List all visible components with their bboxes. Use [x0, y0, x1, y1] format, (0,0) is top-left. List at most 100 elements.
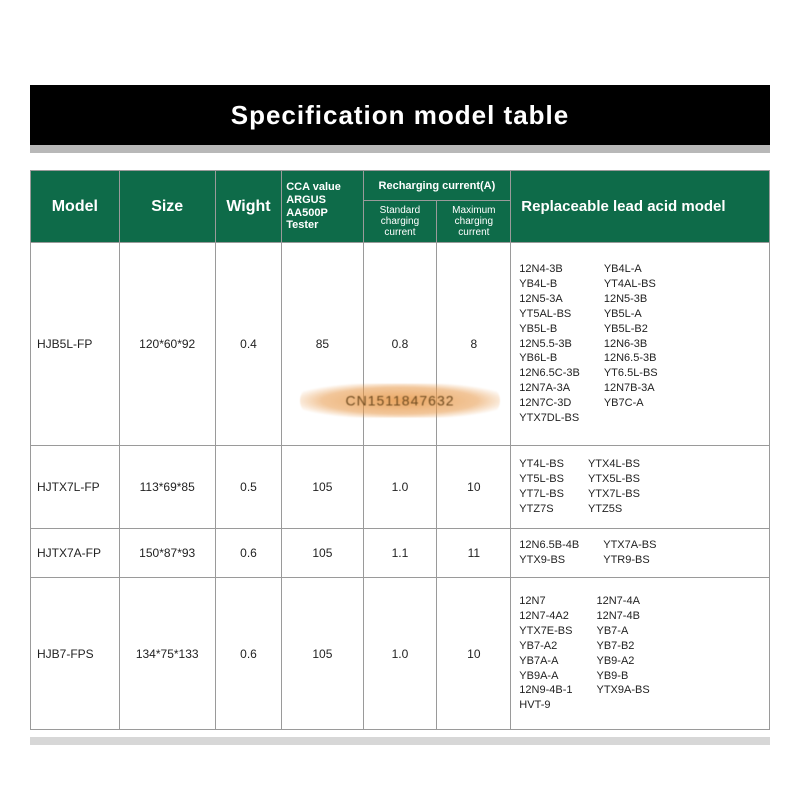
table-row: HJB5L-FP120*60*920.4850.8812N4-3BYB4L-B1… — [31, 243, 770, 446]
replaceable-column: 12N7-4A12N7-4BYB7-AYB7-B2YB9-A2YB9-BYTX9… — [597, 594, 650, 713]
replaceable-item: HVT-9 — [519, 698, 572, 713]
replaceable-item: 12N7A-3A — [519, 381, 580, 396]
replaceable-item: YB9-B — [597, 669, 650, 684]
cell-rc-max: 11 — [437, 529, 511, 578]
replaceable-item: YTZ7S — [519, 502, 564, 517]
replaceable-column: YTX7A-BSYTR9-BS — [603, 538, 656, 568]
replaceable-column: 12N712N7-4A2YTX7E-BSYB7-A2YB7A-AYB9A-A12… — [519, 594, 572, 713]
replaceable-item: 12N6.5C-3B — [519, 366, 580, 381]
th-size: Size — [119, 171, 215, 243]
th-cca: CCA value ARGUS AA500P Tester — [282, 171, 363, 243]
replaceable-item: 12N6-3B — [604, 337, 658, 352]
cell-rc-max: 10 — [437, 578, 511, 730]
spec-table-region: Model Size Wight CCA value ARGUS AA500P … — [30, 170, 770, 730]
cell-size: 134*75*133 — [119, 578, 215, 730]
replaceable-item: YT7L-BS — [519, 487, 564, 502]
replaceable-item: 12N9-4B-1 — [519, 683, 572, 698]
cell-model: HJB5L-FP — [31, 243, 120, 446]
replaceable-item: YB4L-B — [519, 277, 580, 292]
replaceable-item: YB5L-B2 — [604, 322, 658, 337]
cell-wight: 0.4 — [215, 243, 282, 446]
th-rc-std: Standard charging current — [363, 201, 437, 243]
table-row: HJTX7A-FP150*87*930.61051.11112N6.5B-4BY… — [31, 529, 770, 578]
replaceable-item: YTX7L-BS — [588, 487, 640, 502]
replaceable-column: YT4L-BSYT5L-BSYT7L-BSYTZ7S — [519, 457, 564, 516]
replaceable-item: YTX9-BS — [519, 553, 579, 568]
replaceable-item: YT6.5L-BS — [604, 366, 658, 381]
replaceable-item: YB9A-A — [519, 669, 572, 684]
replaceable-item: YT5L-BS — [519, 472, 564, 487]
th-rc-max: Maximum charging current — [437, 201, 511, 243]
cell-replaceable: 12N4-3BYB4L-B12N5-3AYT5AL-BSYB5L-B12N5.5… — [511, 243, 770, 446]
cell-cca: 105 — [282, 445, 363, 528]
replaceable-item: YB6L-B — [519, 351, 580, 366]
replaceable-item: 12N7-4A2 — [519, 609, 572, 624]
replaceable-column: YB4L-AYT4AL-BS12N5-3BYB5L-AYB5L-B212N6-3… — [604, 262, 658, 425]
table-row: HJTX7L-FP113*69*850.51051.010YT4L-BSYT5L… — [31, 445, 770, 528]
replaceable-item: 12N5.5-3B — [519, 337, 580, 352]
replaceable-column: 12N6.5B-4BYTX9-BS — [519, 538, 579, 568]
gray-band-bottom — [30, 737, 770, 745]
replaceable-item: 12N7-4B — [597, 609, 650, 624]
cell-model: HJTX7A-FP — [31, 529, 120, 578]
cell-cca: 105 — [282, 578, 363, 730]
cell-rc-std: 0.8 — [363, 243, 437, 446]
cell-size: 113*69*85 — [119, 445, 215, 528]
cell-model: HJTX7L-FP — [31, 445, 120, 528]
gray-band-top — [30, 145, 770, 153]
page-title: Specification model table — [231, 100, 570, 131]
th-model: Model — [31, 171, 120, 243]
replaceable-item: YB4L-A — [604, 262, 658, 277]
replaceable-item: 12N7B-3A — [604, 381, 658, 396]
replaceable-item: 12N5-3B — [604, 292, 658, 307]
replaceable-item: 12N7 — [519, 594, 572, 609]
replaceable-item: YB5L-A — [604, 307, 658, 322]
replaceable-item: YT4L-BS — [519, 457, 564, 472]
th-recharging: Recharging current(A) — [363, 171, 511, 201]
replaceable-item: 12N7-4A — [597, 594, 650, 609]
replaceable-column: YTX4L-BSYTX5L-BSYTX7L-BSYTZ5S — [588, 457, 640, 516]
cell-size: 120*60*92 — [119, 243, 215, 446]
replaceable-item: YTX9A-BS — [597, 683, 650, 698]
spec-tbody: HJB5L-FP120*60*920.4850.8812N4-3BYB4L-B1… — [31, 243, 770, 730]
replaceable-item: YTX4L-BS — [588, 457, 640, 472]
replaceable-item: YTZ5S — [588, 502, 640, 517]
cell-replaceable: 12N712N7-4A2YTX7E-BSYB7-A2YB7A-AYB9A-A12… — [511, 578, 770, 730]
th-replaceable: Replaceable lead acid model — [511, 171, 770, 243]
replaceable-item: 12N4-3B — [519, 262, 580, 277]
replaceable-item: YB7-A2 — [519, 639, 572, 654]
replaceable-item: YT5AL-BS — [519, 307, 580, 322]
replaceable-item: YTX5L-BS — [588, 472, 640, 487]
cell-replaceable: 12N6.5B-4BYTX9-BS YTX7A-BSYTR9-BS — [511, 529, 770, 578]
replaceable-item: YTX7A-BS — [603, 538, 656, 553]
cell-size: 150*87*93 — [119, 529, 215, 578]
cell-wight: 0.6 — [215, 578, 282, 730]
replaceable-item: 12N7C-3D — [519, 396, 580, 411]
cell-rc-std: 1.0 — [363, 445, 437, 528]
cell-wight: 0.5 — [215, 445, 282, 528]
cell-model: HJB7-FPS — [31, 578, 120, 730]
replaceable-item: YB9-A2 — [597, 654, 650, 669]
replaceable-item: YB7-A — [597, 624, 650, 639]
cell-rc-max: 10 — [437, 445, 511, 528]
replaceable-item: YTX7DL-BS — [519, 411, 580, 426]
cell-cca: 105 — [282, 529, 363, 578]
replaceable-item: YB5L-B — [519, 322, 580, 337]
cell-cca: 85 — [282, 243, 363, 446]
replaceable-item: 12N5-3A — [519, 292, 580, 307]
cell-rc-std: 1.1 — [363, 529, 437, 578]
replaceable-item: YTR9-BS — [603, 553, 656, 568]
cell-rc-std: 1.0 — [363, 578, 437, 730]
replaceable-item: YT4AL-BS — [604, 277, 658, 292]
replaceable-item: YB7-B2 — [597, 639, 650, 654]
cell-replaceable: YT4L-BSYT5L-BSYT7L-BSYTZ7S YTX4L-BSYTX5L-… — [511, 445, 770, 528]
replaceable-item: YB7C-A — [604, 396, 658, 411]
cell-wight: 0.6 — [215, 529, 282, 578]
title-bar: Specification model table — [30, 85, 770, 145]
spec-table: Model Size Wight CCA value ARGUS AA500P … — [30, 170, 770, 730]
replaceable-item: YB7A-A — [519, 654, 572, 669]
replaceable-item: YTX7E-BS — [519, 624, 572, 639]
table-row: HJB7-FPS134*75*1330.61051.01012N712N7-4A… — [31, 578, 770, 730]
th-wight: Wight — [215, 171, 282, 243]
replaceable-item: 12N6.5-3B — [604, 351, 658, 366]
